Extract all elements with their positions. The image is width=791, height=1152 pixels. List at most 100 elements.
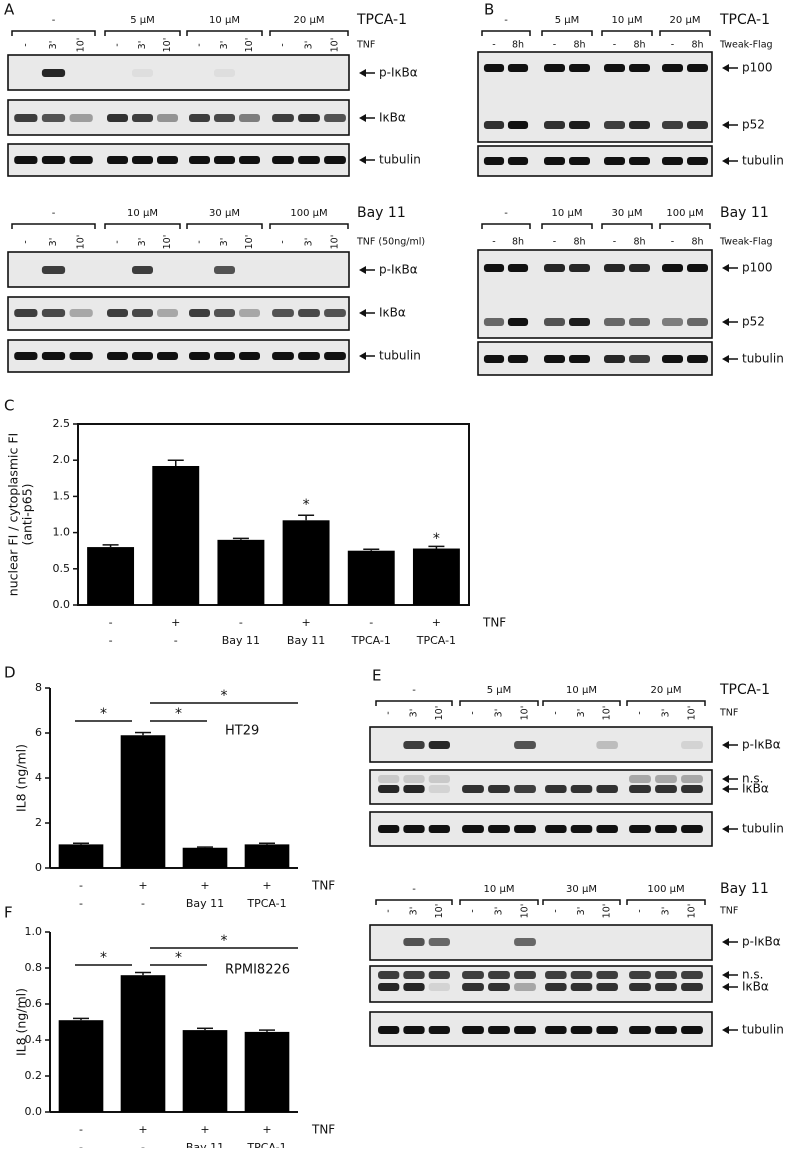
blot	[369, 811, 713, 847]
bracket	[659, 30, 711, 36]
lane-label: -	[20, 240, 31, 243]
band	[239, 352, 260, 360]
lane-label: 10'	[602, 904, 613, 919]
bar	[120, 975, 166, 1112]
lane-label: 10'	[434, 706, 445, 721]
bar	[217, 539, 265, 605]
bracket	[104, 223, 181, 229]
band	[629, 64, 650, 72]
lane-label: -	[613, 40, 616, 51]
band	[604, 64, 625, 72]
treatment-label: Bay 11	[720, 205, 769, 221]
band	[132, 69, 153, 77]
band	[604, 157, 625, 165]
band	[157, 114, 178, 122]
band	[662, 318, 683, 326]
lane-label: 10'	[687, 706, 698, 721]
y-tick-label: 1.5	[53, 489, 71, 502]
band	[272, 352, 294, 360]
band	[681, 971, 703, 979]
arrow-head	[359, 156, 366, 164]
lane-label: 3'	[48, 41, 59, 50]
arrow-head	[359, 114, 366, 122]
bracket	[601, 30, 653, 36]
band	[569, 318, 590, 326]
band	[570, 983, 593, 991]
band	[655, 775, 677, 783]
significance-star: *	[175, 950, 182, 966]
band	[41, 309, 66, 317]
arrow-head	[722, 121, 729, 129]
x-tick-label: -	[141, 897, 145, 910]
x-tick-label: +	[200, 1123, 209, 1136]
lane-label: 3'	[219, 238, 230, 247]
protein-label: IκBα	[742, 980, 769, 994]
lane-row-label: Tweak-Flag	[719, 40, 773, 51]
band	[569, 355, 590, 363]
lane-label: 3'	[576, 907, 587, 916]
band	[569, 264, 590, 272]
band	[428, 938, 450, 946]
band	[687, 157, 708, 165]
band	[324, 309, 346, 317]
protein-label: IκBα	[742, 782, 769, 796]
band	[41, 69, 66, 77]
y-tick-label: 0.0	[53, 598, 71, 611]
bracket	[186, 223, 263, 229]
band	[544, 355, 565, 363]
band	[298, 114, 320, 122]
bracket	[626, 700, 706, 706]
band	[687, 121, 708, 129]
y-tick-label: 8	[35, 681, 42, 694]
group-label: 10 μM	[127, 208, 158, 219]
x-tick-label: +	[301, 616, 310, 629]
arrow-head	[359, 352, 366, 360]
band	[629, 355, 650, 363]
lane-label: -	[550, 909, 561, 912]
protein-label: p100	[742, 261, 773, 275]
lane-label: -	[492, 237, 495, 248]
band	[378, 983, 400, 991]
row-label: TNF	[482, 616, 506, 630]
y-tick-label: 6	[35, 726, 42, 739]
band	[483, 318, 505, 326]
band	[604, 318, 625, 326]
row-label: TNF	[311, 1123, 335, 1137]
band	[428, 825, 450, 833]
group-label: 100 μM	[647, 884, 684, 895]
lane-label: -	[550, 711, 561, 714]
lane-label: 10'	[602, 706, 613, 721]
band	[41, 114, 66, 122]
band	[544, 264, 565, 272]
band	[596, 983, 618, 991]
lane-label: 3'	[661, 907, 672, 916]
band	[157, 309, 178, 317]
band	[545, 1026, 567, 1034]
x-tick-label: -	[79, 1123, 83, 1136]
protein-label: tubulin	[379, 153, 421, 167]
arrow-head	[359, 309, 366, 317]
band	[462, 983, 484, 991]
lane-label: 8h	[573, 40, 585, 51]
significance-star: *	[433, 531, 440, 547]
band	[687, 355, 708, 363]
bar	[87, 547, 135, 605]
group-label: 30 μM	[612, 208, 643, 219]
x-tick-label: Bay 11	[222, 634, 260, 647]
band	[629, 825, 651, 833]
lane-label: 3'	[494, 709, 505, 718]
band	[604, 355, 625, 363]
band	[570, 825, 593, 833]
band	[507, 355, 529, 363]
group-label: -	[504, 15, 508, 26]
x-tick-label: +	[200, 879, 209, 892]
lane-label: -	[671, 237, 674, 248]
treatment-label: TPCA-1	[719, 682, 770, 698]
band	[107, 309, 128, 317]
x-tick-label: Bay 11	[287, 634, 325, 647]
group-label: 20 μM	[670, 15, 701, 26]
x-tick-label: -	[79, 879, 83, 892]
band	[629, 121, 650, 129]
band	[324, 114, 346, 122]
